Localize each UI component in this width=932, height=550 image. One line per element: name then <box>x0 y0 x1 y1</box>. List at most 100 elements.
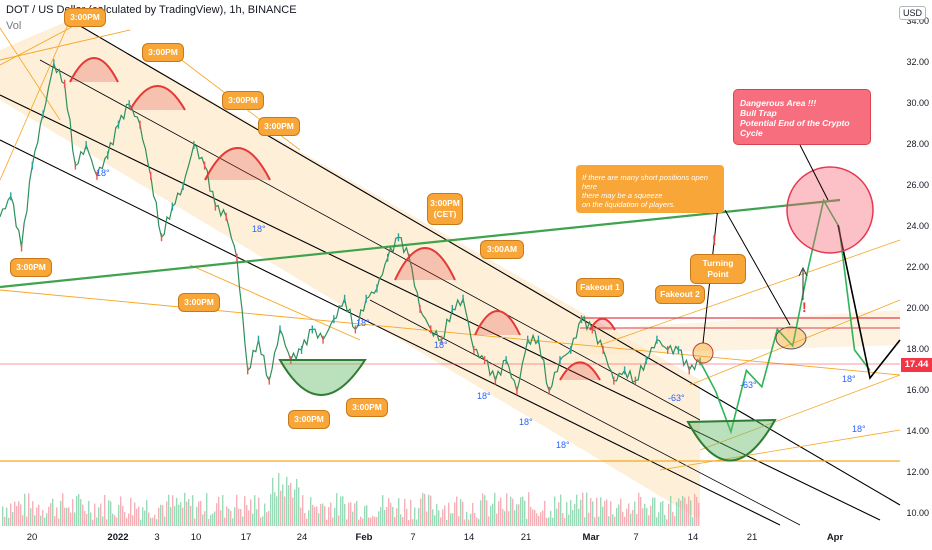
volume-bar <box>134 502 136 526</box>
volume-bar <box>120 496 122 526</box>
currency-button[interactable]: USD <box>898 6 926 20</box>
volume-bar <box>588 512 590 526</box>
volume-bar <box>540 512 542 526</box>
volume-bar <box>136 508 138 526</box>
volume-bar <box>40 515 42 526</box>
price-tick-label: 30.00 <box>906 98 929 109</box>
volume-bar <box>452 513 454 526</box>
top-arc <box>589 317 616 331</box>
volume-bar <box>260 517 262 526</box>
volume-bar <box>512 498 514 526</box>
volume-bar <box>336 493 338 526</box>
volume-bar <box>436 503 438 526</box>
volume-bar <box>220 510 222 526</box>
volume-bar <box>394 517 396 526</box>
volume-bar <box>626 508 628 526</box>
volume-bar <box>122 506 124 526</box>
volume-bar <box>310 497 312 526</box>
volume-bar <box>638 492 640 526</box>
volume-bar <box>664 514 666 526</box>
volume-bar <box>568 514 570 526</box>
volume-bar <box>534 509 536 526</box>
volume-bar <box>642 508 644 526</box>
volume-bar <box>476 517 478 526</box>
channel-fill <box>0 20 700 520</box>
volume-bar <box>152 517 154 526</box>
volume-bar <box>356 500 358 526</box>
volume-bar <box>370 517 372 526</box>
volume-bar <box>302 495 304 526</box>
volume-bar <box>406 508 408 526</box>
trend-line <box>189 264 361 341</box>
volume-bar <box>680 500 682 526</box>
turning-point-circle <box>692 342 714 364</box>
volume-bar <box>20 504 22 526</box>
volume-bar <box>364 506 366 526</box>
top-arc <box>129 85 186 111</box>
volume-bar <box>228 508 230 526</box>
volume-bar <box>90 512 92 526</box>
volume-bar <box>594 517 596 526</box>
volume-bar <box>82 504 84 526</box>
volume-bar <box>384 509 386 526</box>
time-tick-label: 14 <box>687 532 699 543</box>
volume-bar <box>636 513 638 526</box>
volume-bar <box>50 503 52 526</box>
last-price-tag: 17.44 <box>901 358 932 372</box>
warning-mark: ! <box>712 232 717 248</box>
time-tick-label: 7 <box>410 532 416 543</box>
volume-bar <box>542 510 544 526</box>
volume-bar <box>48 506 50 526</box>
volume-bar <box>314 507 316 526</box>
volume-bar <box>358 519 360 526</box>
squeeze-note-text: If there are many short positions open h… <box>582 173 708 209</box>
volume-bar <box>212 513 214 526</box>
volume-bar <box>52 498 54 526</box>
top-arc <box>204 147 271 181</box>
volume-bar <box>280 490 282 526</box>
volume-bar <box>78 494 80 526</box>
volume-bar <box>84 510 86 526</box>
volume-bar <box>678 498 680 526</box>
volume-bar <box>504 511 506 526</box>
volume-bar <box>4 516 6 526</box>
price-tick-label: 24.00 <box>906 221 929 232</box>
volume-bar <box>382 495 384 526</box>
volume-bar <box>76 495 78 526</box>
time-tick-label: 3 <box>154 532 160 543</box>
volume-bar <box>580 499 582 526</box>
volume-bar <box>624 516 626 526</box>
volume-bar <box>324 506 326 526</box>
volume-bar <box>516 504 518 526</box>
volume-bar <box>646 507 648 526</box>
volume-bar <box>628 503 630 526</box>
volume-bar <box>46 513 48 526</box>
volume-bar <box>250 499 252 526</box>
projection-path <box>837 224 901 380</box>
volume-bar <box>558 502 560 526</box>
volume-bar <box>618 504 620 526</box>
volume-bar <box>216 503 218 526</box>
volume-bar <box>62 493 64 526</box>
trend-line <box>689 299 901 386</box>
volume-bar <box>490 505 492 526</box>
volume-bar <box>340 496 342 526</box>
volume-bar <box>30 508 32 526</box>
volume-bar <box>118 504 120 526</box>
volume-bar <box>6 507 8 526</box>
volume-bar <box>546 518 548 526</box>
volume-bar <box>480 500 482 526</box>
volume-bar <box>312 504 314 526</box>
volume-bar <box>498 501 500 526</box>
top-arc <box>559 361 601 381</box>
volume-bar <box>564 518 566 526</box>
time-tick-label: 10 <box>190 532 202 543</box>
volume-bar <box>58 518 60 526</box>
volume-bar <box>698 502 700 526</box>
volume-bar <box>482 493 484 526</box>
volume-bar <box>658 512 660 526</box>
price-axis[interactable]: 34.00 32.00 30.00 28.00 26.00 24.00 22.00 20.00… <box>900 0 932 550</box>
volume-bar <box>566 502 568 526</box>
